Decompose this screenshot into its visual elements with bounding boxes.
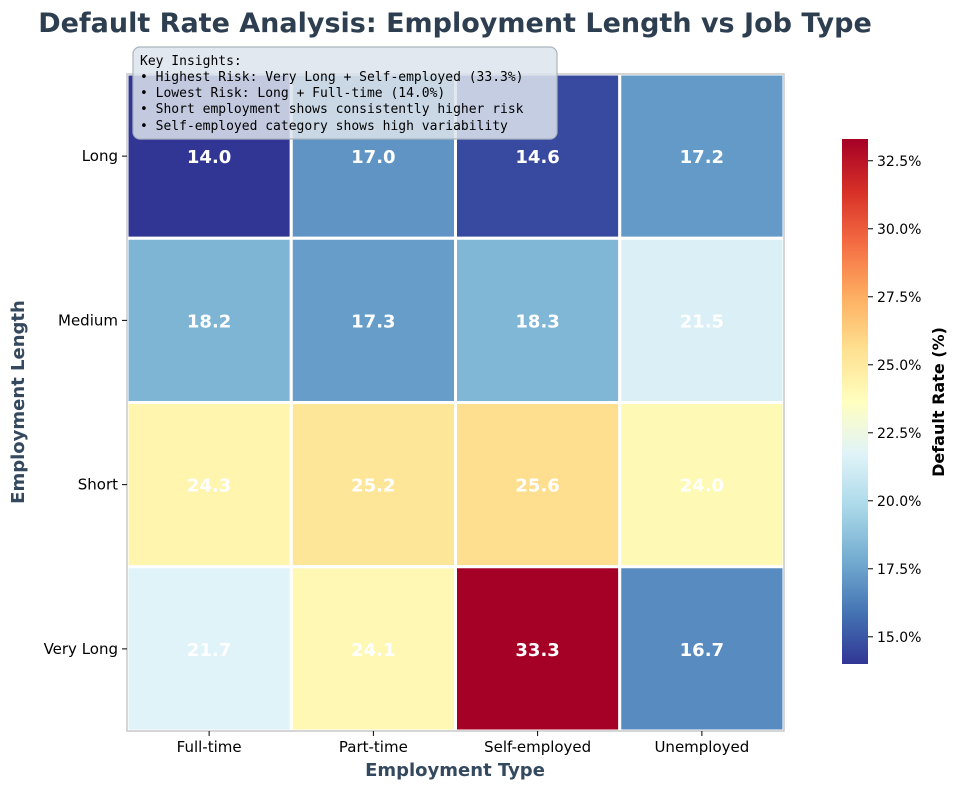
cell-value-label: 16.7 (680, 640, 724, 661)
x-tick-label: Self-employed (484, 738, 591, 756)
heatmap-cell-short-unemployed (618, 401, 786, 569)
colorbar-ticks: 15.0% 17.5% 20.0% 22.5% 25.0% 27.5% 30.0% 32.5% (868, 154, 921, 646)
key-insights-background (132, 46, 558, 140)
cell-value-label: 21.7 (187, 640, 231, 661)
cell-labels: 14.0 17.0 14.6 17.2 18.2 17.3 18.3 21.5 24.3 25.2… (187, 147, 724, 661)
y-tick-label: Very Long (44, 640, 118, 658)
y-axis-title: Employment Length (8, 300, 29, 504)
x-tick-label: Unemployed (654, 738, 749, 756)
colorbar-tick-label: 15.0% (877, 630, 921, 646)
colorbar-tick-label: 22.5% (877, 426, 921, 442)
colorbar-tick-label: 27.5% (877, 290, 921, 306)
heatmap-cell-medium-unemployed (618, 236, 786, 404)
x-axis-ticks: Full-time Part-time Self-employed Unemploye… (177, 731, 749, 756)
cell-value-label: 33.3 (515, 640, 559, 661)
cell-value-label: 17.3 (351, 311, 395, 332)
heatmap-cell-medium-part-time (289, 236, 457, 404)
colorbar: 15.0% 17.5% 20.0% 22.5% 25.0% 27.5% 30.0% 32.5%… (842, 139, 948, 664)
x-axis-title: Employment Type (365, 760, 545, 781)
y-axis-ticks: Long Medium Short Very Long (44, 147, 127, 658)
heatmap-cell-very-long-part-time (289, 565, 457, 733)
key-insights-title: Key Insights: (140, 54, 242, 69)
colorbar-tick-label: 17.5% (877, 562, 921, 578)
colorbar-tick-label: 20.0% (877, 494, 921, 510)
cell-value-label: 24.1 (351, 640, 395, 661)
cell-value-label: 17.2 (680, 147, 724, 168)
colorbar-tick-label: 30.0% (877, 222, 921, 238)
cell-value-label: 14.0 (187, 147, 231, 168)
cell-value-label: 18.2 (187, 311, 231, 332)
heatmap-cell-very-long-unemployed (618, 565, 786, 733)
key-insight-line: • Short employment shows consistently hi… (140, 102, 524, 117)
colorbar-tick-label: 32.5% (877, 154, 921, 170)
key-insight-line: • Self-employed category shows high vari… (140, 119, 508, 134)
colorbar-gradient (842, 139, 868, 664)
key-insight-line: • Highest Risk: Very Long + Self-employe… (140, 70, 524, 85)
cell-value-label: 17.0 (351, 147, 395, 168)
cell-value-label: 25.2 (351, 476, 395, 497)
chart-title: Default Rate Analysis: Employment Length… (38, 8, 872, 39)
cell-value-label: 18.3 (515, 311, 559, 332)
heatmap-cells (125, 72, 786, 733)
y-tick-label: Long (82, 147, 118, 165)
y-tick-label: Medium (58, 311, 118, 329)
colorbar-title: Default Rate (%) (929, 327, 948, 477)
key-insights-box: Key Insights: • Highest Risk: Very Long … (132, 46, 558, 140)
y-tick-label: Short (78, 476, 118, 494)
cell-value-label: 14.6 (515, 147, 559, 168)
colorbar-tick-label: 25.0% (877, 358, 921, 374)
cell-value-label: 24.0 (680, 476, 724, 497)
key-insight-line: • Lowest Risk: Long + Full-time (14.0%) (140, 86, 445, 101)
x-tick-label: Part-time (339, 738, 408, 756)
x-tick-label: Full-time (177, 738, 242, 756)
cell-value-label: 24.3 (187, 476, 231, 497)
heatmap-cell-short-part-time (289, 401, 457, 569)
cell-value-label: 21.5 (680, 311, 724, 332)
cell-value-label: 25.6 (515, 476, 559, 497)
